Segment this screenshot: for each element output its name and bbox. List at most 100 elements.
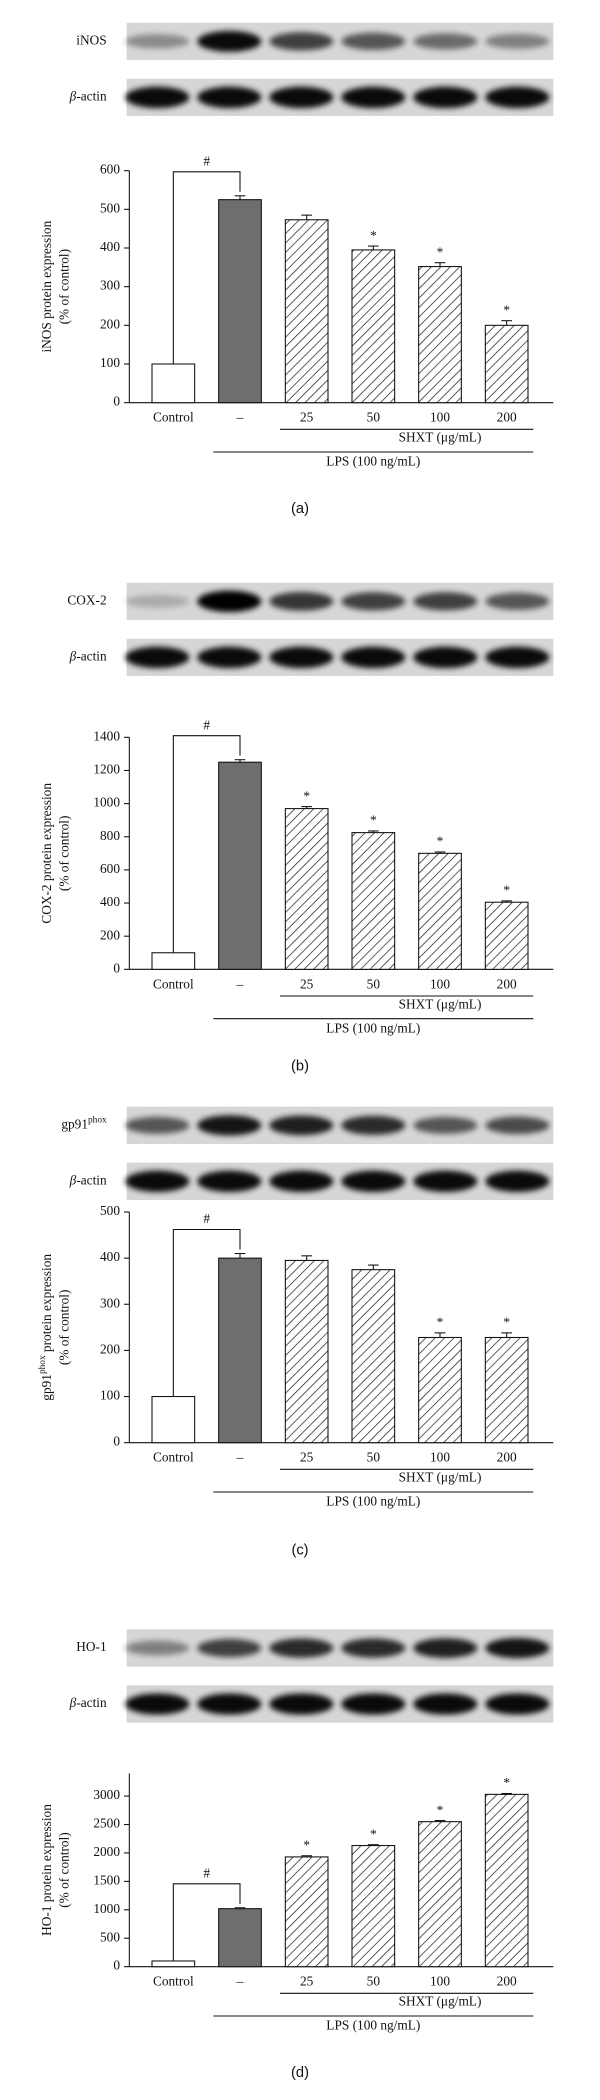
treatment-label: LPS (100 ng/mL) [326,454,420,469]
bar [151,1396,196,1444]
blot-band [197,1638,262,1658]
y-tick-label: 1500 [93,1872,120,1887]
blot-band [413,1693,478,1715]
x-tick-label: – [236,1450,244,1465]
treatment-label: LPS (100 ng/mL) [326,1020,420,1035]
blot-band [125,1640,190,1656]
blot-band [485,592,550,610]
y-axis-label: gp91phox protein expression [38,1254,54,1401]
y-tick-label: 1200 [93,762,120,777]
error-bar [501,1332,512,1338]
error-bar [434,262,446,267]
comparison-label: # [203,717,210,732]
blot-band [197,1115,262,1136]
bar [351,1845,396,1968]
blot-band [485,646,550,668]
blot-band [485,33,550,49]
y-tick-label: 200 [100,316,120,331]
blot-band [341,86,406,108]
blot-label: iNOS [76,32,106,47]
y-axis-label: (% of control) [56,1832,71,1908]
x-tick-label: 25 [300,410,314,425]
error-bar [501,320,512,326]
y-tick-label: 0 [113,960,120,975]
y-axis-label-part: COX-2 protein expression [39,783,54,924]
blot-band [413,1638,478,1658]
significance-mark: * [503,1315,510,1330]
error-bar [234,759,246,763]
bar [151,363,196,404]
blot-band [413,592,478,611]
y-tick-label: 3000 [93,1787,120,1802]
x-tick-label: – [236,410,244,425]
blot-label: β-actin [69,648,107,663]
y-tick-label: 100 [100,1388,120,1403]
blot-label-part: -actin [76,1172,107,1187]
y-axis-label: iNOS protein expression [39,220,54,352]
x-tick-label: – [236,976,244,991]
bar [484,901,529,970]
bar [218,761,262,970]
blot-band [125,1170,190,1192]
y-tick-label: 500 [100,200,120,215]
y-tick-label: 600 [100,861,120,876]
y-axis-label: HO-1 protein expression [39,1804,54,1936]
y-axis-label: (% of control) [56,816,71,892]
blot-label-part: β [69,88,77,103]
blot-label-part: HO-1 [76,1639,106,1654]
x-tick-label: 200 [497,976,517,991]
y-axis-label-part: HO-1 protein expression [39,1804,54,1936]
significance-mark: * [437,1315,444,1330]
blot-label: COX-2 [67,592,106,607]
y-axis-label-part: (% of control) [56,816,71,892]
group-label: SHXT (μg/mL) [399,430,482,445]
group-label: SHXT (μg/mL) [399,1470,482,1485]
bar [351,1269,396,1444]
x-tick-label: Control [153,1450,194,1465]
blot-band [485,1170,550,1192]
blot-band [197,1693,262,1715]
blot-label: β-actin [69,1172,107,1187]
error-bar [301,1255,312,1261]
bar [418,266,462,404]
significance-mark: * [437,1802,444,1817]
comparison-bracket [172,735,241,953]
y-axis-label-part: (% of control) [56,1832,71,1908]
y-tick-label: 600 [100,162,120,177]
y-axis-label-part: phox [38,1355,48,1374]
x-tick-label: 50 [367,1450,381,1465]
bar [484,1793,529,1968]
blot-band [197,590,262,612]
x-tick-label: 100 [430,1450,450,1465]
blot-band [413,1170,478,1192]
x-tick-label: 200 [497,1974,517,1989]
bar [218,199,262,404]
blot-band [125,594,190,608]
x-tick-label: 100 [430,1974,450,1989]
error-bar [301,1855,312,1857]
blot-band [413,646,478,668]
y-tick-label: 300 [100,1295,120,1310]
blot-label-part: -actin [76,1695,107,1710]
blot-band [485,86,550,108]
blot-label: β-actin [69,88,107,103]
error-bar [434,1332,446,1338]
panel-label: (b) [291,1059,309,1075]
blot-label-part: phox [88,1115,107,1125]
x-tick-label: Control [153,1974,194,1989]
y-tick-label: 1000 [93,795,120,810]
blot-band [197,86,262,108]
blot-band [341,1693,406,1715]
blot-label-part: iNOS [76,32,106,47]
blot-label: β-actin [69,1695,107,1710]
y-tick-label: 1000 [93,1901,120,1916]
significance-mark: * [370,1826,377,1841]
x-tick-label: 25 [300,1450,314,1465]
significance-mark: * [303,1838,310,1853]
x-tick-label: 50 [367,976,381,991]
x-tick-label: 200 [497,1450,517,1465]
y-tick-label: 0 [113,394,120,409]
bar [284,219,329,404]
blot-label: gp91phox [61,1115,107,1131]
blot-label-part: COX-2 [67,592,106,607]
